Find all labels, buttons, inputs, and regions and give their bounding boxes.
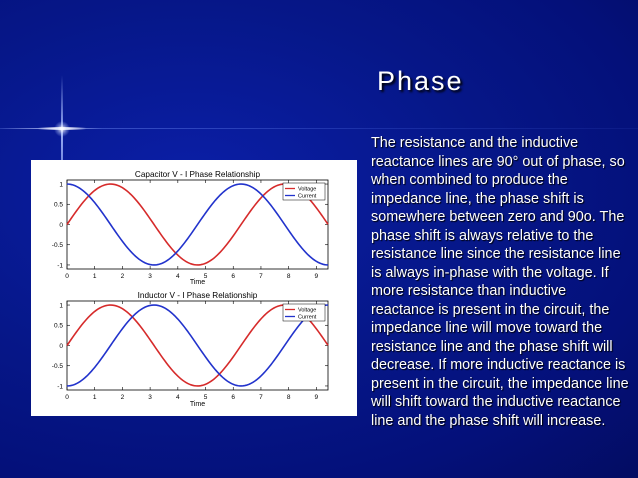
y-tick-label: -1	[57, 262, 63, 269]
y-tick-label: -0.5	[52, 363, 64, 370]
decorative-flare-icon	[54, 121, 70, 137]
decorative-vertical-line	[61, 75, 63, 235]
legend-label: Current	[298, 194, 317, 200]
x-tick-label: 9	[315, 273, 319, 280]
legend-label: Voltage	[298, 187, 316, 193]
slide-body-text: The resistance and the inductive reactan…	[371, 135, 629, 429]
phase-charts: Capacitor V - I Phase Relationship 0 1 2 3 4 5…	[52, 170, 329, 408]
x-tick-label: 4	[176, 394, 180, 401]
phase-figure: Capacitor V - I Phase Relationship 0 1 2 3 4 5…	[31, 160, 357, 416]
x-axis-label: Time	[190, 279, 205, 286]
y-tick-label: 0.5	[54, 202, 63, 209]
y-tick-label: 1	[59, 181, 63, 188]
x-tick-label: 2	[121, 273, 125, 280]
x-tick-label: 0	[65, 273, 69, 280]
series-line-current	[66, 304, 329, 387]
decorative-horizontal-line	[0, 128, 638, 129]
x-tick-label: 3	[148, 394, 152, 401]
x-tick-label: 4	[176, 273, 180, 280]
x-tick-label: 2	[121, 394, 125, 401]
x-tick-label: 8	[287, 394, 291, 401]
chart-title: Capacitor V - I Phase Relationship	[135, 170, 261, 179]
y-tick-label: -0.5	[52, 242, 64, 249]
x-tick-label: 6	[231, 394, 235, 401]
x-tick-label: 5	[204, 394, 208, 401]
x-tick-label: 6	[231, 273, 235, 280]
y-tick-label: 1	[59, 302, 63, 309]
x-tick-label: 7	[259, 273, 263, 280]
x-tick-label: 9	[315, 394, 319, 401]
y-tick-label: 0.5	[54, 323, 63, 330]
x-tick-label: 5	[204, 273, 208, 280]
slide-title: Phase	[377, 66, 464, 96]
y-tick-label: 0	[59, 222, 63, 229]
chart-title: Inductor V - I Phase Relationship	[138, 291, 258, 300]
legend-label: Voltage	[298, 308, 316, 314]
series-line-current	[66, 183, 329, 266]
x-tick-label: 7	[259, 394, 263, 401]
y-tick-label: -1	[57, 383, 63, 390]
x-tick-label: 3	[148, 273, 152, 280]
x-tick-label: 1	[93, 273, 97, 280]
x-tick-label: 1	[93, 394, 97, 401]
y-tick-label: 0	[59, 343, 63, 350]
x-axis-label: Time	[190, 401, 205, 408]
x-tick-label: 0	[65, 394, 69, 401]
legend-label: Current	[298, 315, 317, 321]
x-tick-label: 8	[287, 273, 291, 280]
